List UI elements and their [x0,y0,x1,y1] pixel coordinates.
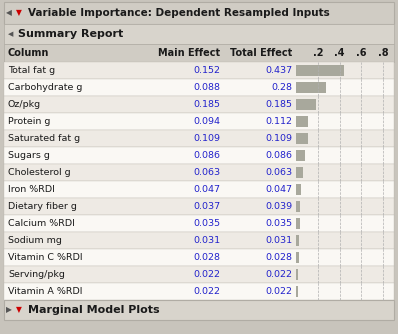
Bar [296,82,326,93]
Text: ▶: ▶ [6,306,12,315]
Bar [296,201,300,212]
Text: Oz/pkg: Oz/pkg [8,100,41,109]
Bar [4,232,394,249]
Text: 0.185: 0.185 [265,100,292,109]
Text: Carbohydrate g: Carbohydrate g [8,83,82,92]
Bar [4,266,394,283]
Text: 0.152: 0.152 [193,66,220,75]
Text: 0.035: 0.035 [265,219,292,228]
Text: 0.047: 0.047 [265,185,292,194]
Text: Calcium %RDI: Calcium %RDI [8,219,75,228]
Text: .4: .4 [334,48,345,58]
Bar [4,215,394,232]
Text: Variable Importance: Dependent Resampled Inputs: Variable Importance: Dependent Resampled… [28,8,330,18]
Bar [4,2,394,24]
Text: 0.035: 0.035 [193,219,220,228]
Text: Summary Report: Summary Report [18,29,123,39]
Text: .8: .8 [378,48,388,58]
Text: 0.28: 0.28 [271,83,292,92]
Bar [296,270,298,280]
Bar [296,65,343,75]
Bar [4,130,394,147]
Text: Cholesterol g: Cholesterol g [8,168,70,177]
Text: Sugars g: Sugars g [8,151,50,160]
Text: Column: Column [8,48,49,58]
Bar [4,300,394,320]
Bar [296,253,299,263]
Text: 0.028: 0.028 [193,253,220,262]
Bar [4,44,394,62]
Text: ◀: ◀ [8,31,14,37]
Bar [4,79,394,96]
Text: ◀: ◀ [6,8,12,17]
Text: .2: .2 [312,48,323,58]
Text: 0.022: 0.022 [265,270,292,279]
Text: Vitamin A %RDI: Vitamin A %RDI [8,287,82,296]
Text: 0.109: 0.109 [265,134,292,143]
Text: 0.047: 0.047 [193,185,220,194]
Text: 0.088: 0.088 [193,83,220,92]
Text: ▼: ▼ [16,8,22,17]
Text: Dietary fiber g: Dietary fiber g [8,202,77,211]
Text: Protein g: Protein g [8,117,51,126]
Text: 0.185: 0.185 [193,100,220,109]
Text: Iron %RDI: Iron %RDI [8,185,55,194]
Bar [4,283,394,300]
Text: 0.022: 0.022 [265,287,292,296]
Text: 0.037: 0.037 [193,202,220,211]
Bar [4,147,394,164]
Text: 0.112: 0.112 [265,117,292,126]
Text: Vitamin C %RDI: Vitamin C %RDI [8,253,83,262]
Text: .6: .6 [356,48,367,58]
Text: 0.031: 0.031 [265,236,292,245]
Bar [296,150,305,161]
Bar [296,286,298,297]
Text: 0.437: 0.437 [265,66,292,75]
Text: Saturated fat g: Saturated fat g [8,134,80,143]
Bar [4,164,394,181]
Text: 0.086: 0.086 [265,151,292,160]
Text: ▼: ▼ [16,306,22,315]
Bar [4,62,394,79]
Text: 0.109: 0.109 [193,134,220,143]
Text: 0.063: 0.063 [265,168,292,177]
Text: 0.086: 0.086 [193,151,220,160]
Bar [296,235,299,245]
Text: Serving/pkg: Serving/pkg [8,270,65,279]
Bar [4,96,394,113]
Text: 0.031: 0.031 [193,236,220,245]
Text: 0.022: 0.022 [193,270,220,279]
Text: Marginal Model Plots: Marginal Model Plots [28,305,160,315]
Bar [296,184,301,195]
Text: 0.028: 0.028 [265,253,292,262]
Bar [4,181,394,198]
Text: Total fat g: Total fat g [8,66,55,75]
Text: 0.022: 0.022 [193,287,220,296]
Text: 0.094: 0.094 [193,117,220,126]
Text: 0.063: 0.063 [193,168,220,177]
Bar [296,167,303,178]
Bar [296,100,316,110]
Text: 0.039: 0.039 [265,202,292,211]
Bar [296,133,308,144]
Bar [4,249,394,266]
Text: Sodium mg: Sodium mg [8,236,62,245]
Bar [296,218,300,228]
Bar [4,198,394,215]
Bar [296,117,308,127]
Bar [4,113,394,130]
Text: Main Effect: Main Effect [158,48,220,58]
Bar [4,24,394,44]
Text: Total Effect: Total Effect [230,48,292,58]
